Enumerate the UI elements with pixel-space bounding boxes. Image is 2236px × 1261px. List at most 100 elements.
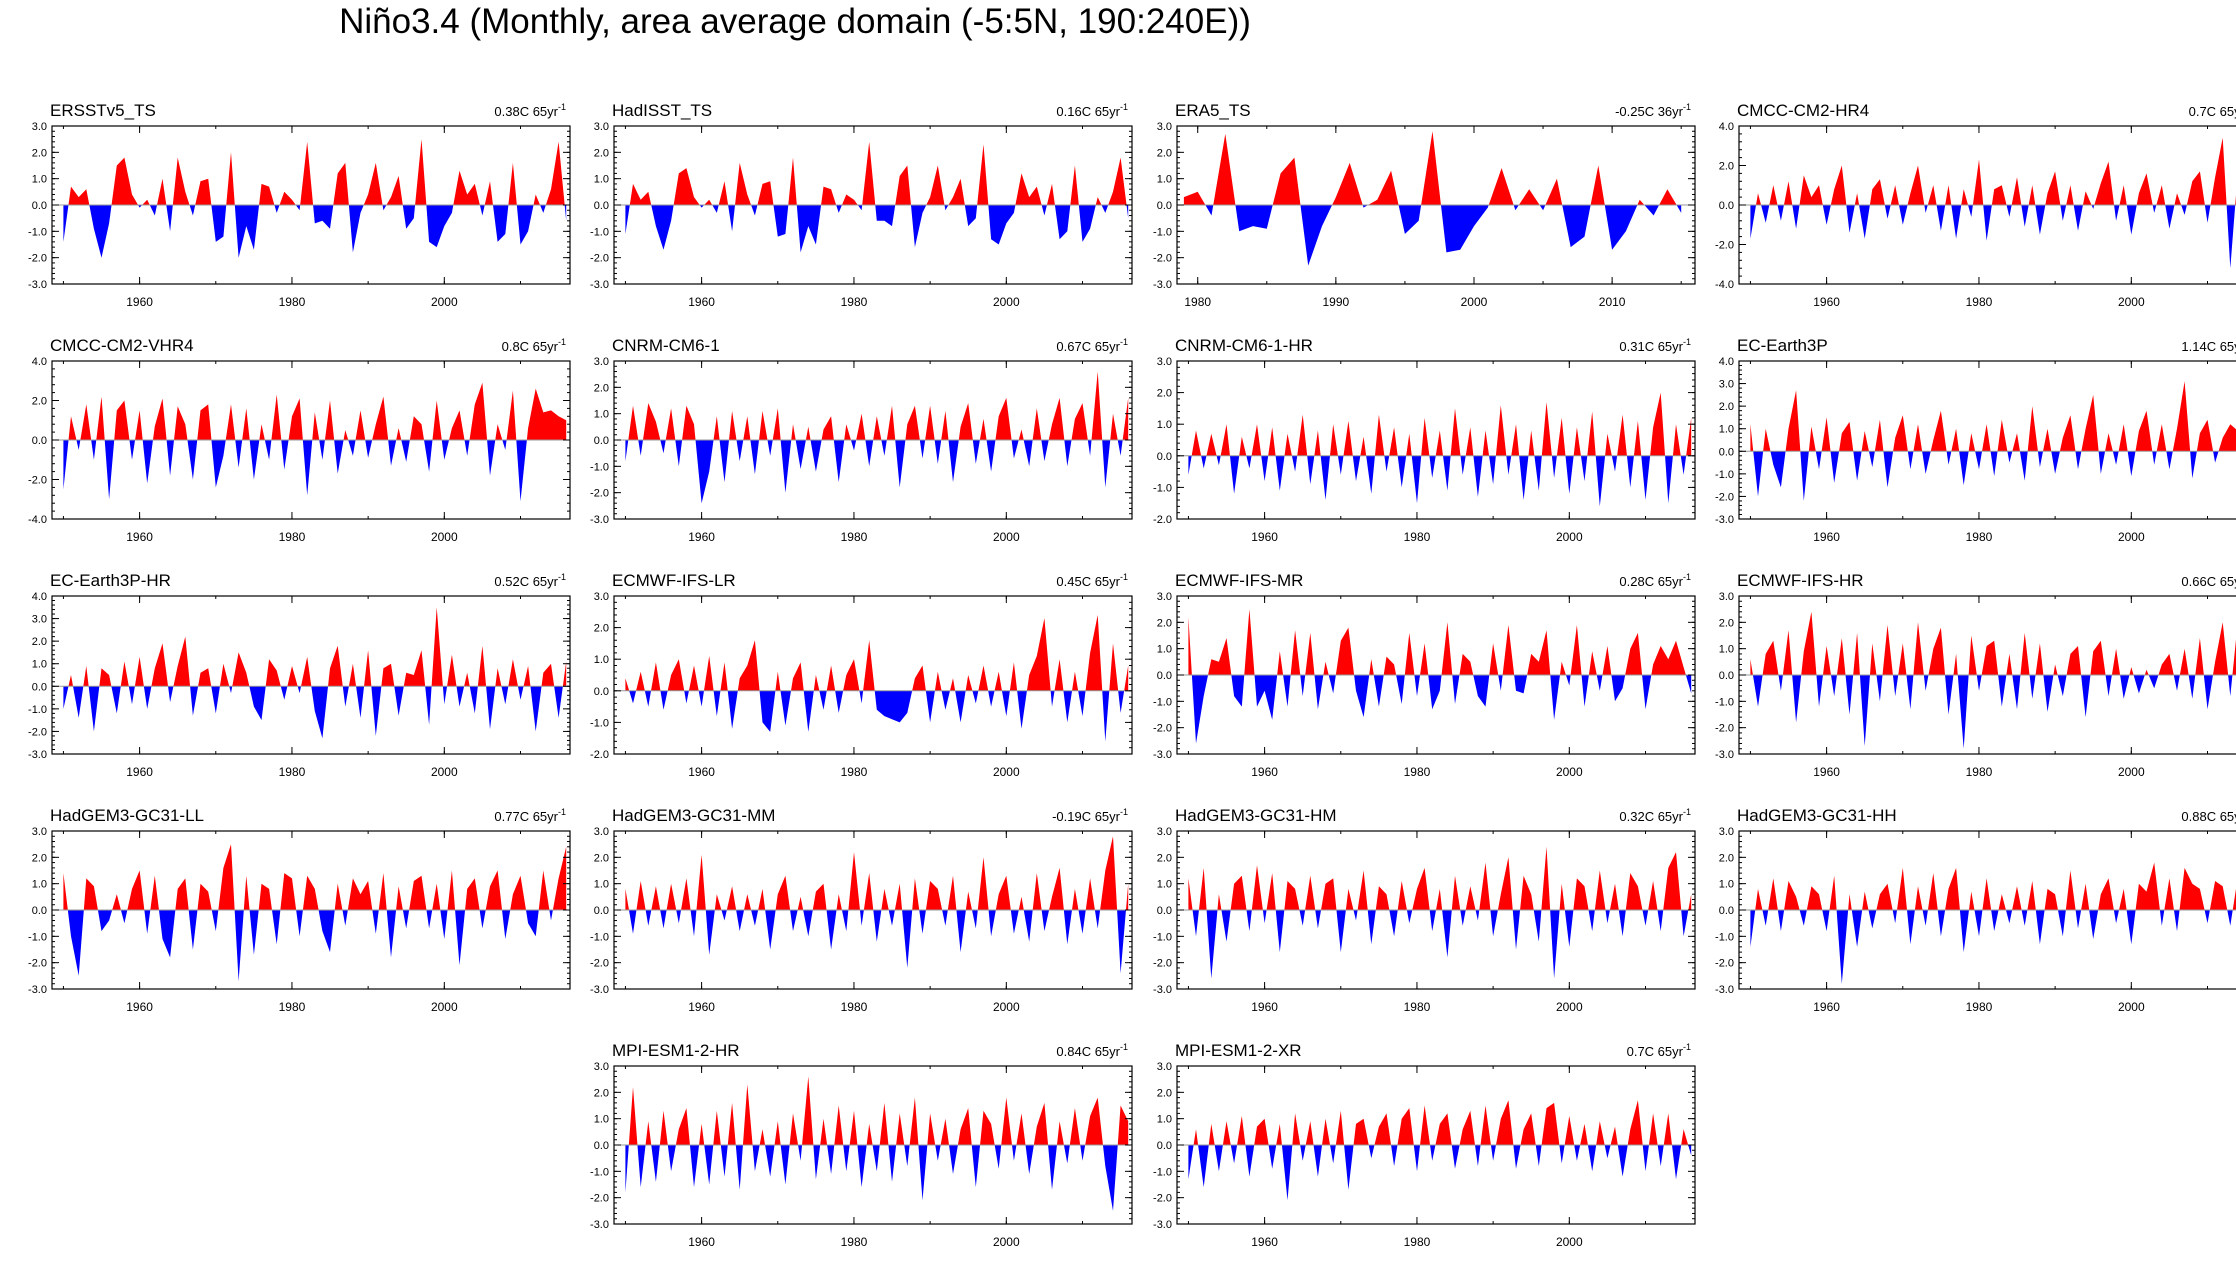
- y-tick-label: -3.0: [1153, 279, 1172, 291]
- x-tick-label: 2000: [431, 1000, 458, 1014]
- chart-panel: CNRM-CM6-1 0.67C 65yr-1 -3.0 -2.0 -1.0 0.0 1.0…: [590, 336, 1133, 544]
- panel-title: CMCC-CM2-HR4: [1737, 101, 1869, 120]
- series-negative-area: [63, 205, 567, 258]
- y-tick-label: -2.0: [1153, 253, 1172, 265]
- series-negative-area: [625, 1145, 1129, 1211]
- trend-value: 0.8C 65yr: [502, 339, 559, 354]
- series-positive-area: [63, 844, 567, 910]
- trend-value: 0.67C 65yr: [1056, 339, 1120, 354]
- trend-exponent: -1: [1120, 1042, 1128, 1052]
- y-tick-label: -2.0: [1715, 240, 1734, 252]
- chart-panel: ECMWF-IFS-LR 0.45C 65yr-1 -2.0 -1.0 0.0 1.0 2.…: [590, 571, 1133, 779]
- trend-label: 0.88C 65yr-1: [2181, 807, 2236, 824]
- x-tick-label: 1980: [279, 530, 306, 544]
- chart-panel: HadGEM3-GC31-HH 0.88C 65yr-1 -3.0 -2.0 -1.0 0…: [1715, 806, 2236, 1014]
- x-tick-label: 1980: [1966, 530, 1993, 544]
- panel-title: ECMWF-IFS-HR: [1737, 571, 1864, 590]
- y-tick-label: 0.0: [1157, 905, 1172, 917]
- series-negative-area: [1183, 205, 1682, 266]
- x-tick-label: 1960: [688, 1235, 715, 1249]
- x-tick-label: 1980: [1404, 530, 1431, 544]
- panel-title: EC-Earth3P: [1737, 336, 1828, 355]
- x-tick-label: 1960: [1813, 530, 1840, 544]
- y-tick-label: 1.0: [594, 1114, 609, 1126]
- panel-title: HadGEM3-GC31-HH: [1737, 806, 1897, 825]
- trend-label: 1.14C 65yr-1: [2181, 337, 2236, 354]
- series-negative-area: [1188, 1145, 1692, 1201]
- y-tick-label: 1.0: [32, 879, 47, 891]
- trend-label: 0.28C 65yr-1: [1619, 572, 1691, 589]
- y-tick-label: -2.0: [590, 1193, 609, 1205]
- trend-exponent: -1: [1683, 102, 1691, 112]
- x-tick-label: 2000: [1556, 765, 1583, 779]
- series-positive-area: [1188, 846, 1692, 910]
- y-tick-label: 3.0: [1157, 121, 1172, 133]
- y-tick-label: -2.0: [28, 726, 47, 738]
- y-tick-label: 3.0: [1157, 591, 1172, 603]
- y-tick-label: -2.0: [28, 958, 47, 970]
- trend-exponent: -1: [558, 572, 566, 582]
- y-tick-label: 0.0: [1719, 670, 1734, 682]
- x-tick-label: 1960: [688, 765, 715, 779]
- panel-title: ECMWF-IFS-MR: [1175, 571, 1303, 590]
- trend-value: 0.66C 65yr: [2181, 574, 2236, 589]
- y-tick-label: 0.0: [1157, 451, 1172, 463]
- y-tick-label: 1.0: [32, 659, 47, 671]
- y-tick-label: 0.0: [1157, 200, 1172, 212]
- y-tick-label: -3.0: [590, 514, 609, 526]
- x-tick-label: 2000: [2118, 295, 2145, 309]
- y-tick-label: 2.0: [594, 623, 609, 635]
- x-tick-label: 1960: [126, 295, 153, 309]
- trend-label: 0.32C 65yr-1: [1619, 807, 1691, 824]
- y-tick-label: 2.0: [594, 382, 609, 394]
- trend-label: 0.38C 65yr-1: [494, 102, 566, 119]
- y-tick-label: -1.0: [590, 461, 609, 473]
- x-tick-label: 1980: [1404, 765, 1431, 779]
- chart-panel: MPI-ESM1-2-XR 0.7C 65yr-1 -3.0 -2.0 -1.0 0.0 1…: [1153, 1041, 1696, 1249]
- y-tick-label: -1.0: [590, 226, 609, 238]
- y-tick-label: -1.0: [1153, 482, 1172, 494]
- x-tick-label: 1980: [841, 530, 868, 544]
- trend-value: 1.14C 65yr: [2181, 339, 2236, 354]
- trend-value: 0.52C 65yr: [494, 574, 558, 589]
- y-tick-label: 3.0: [594, 121, 609, 133]
- trend-exponent: -1: [558, 337, 566, 347]
- series-positive-area: [625, 836, 1129, 910]
- chart-panel: CNRM-CM6-1-HR 0.31C 65yr-1 -2.0 -1.0 0.0 1.0 2…: [1153, 336, 1696, 544]
- series-negative-area: [1750, 451, 2236, 501]
- y-tick-label: 4.0: [32, 591, 47, 603]
- trend-value: 0.7C 65yr: [2189, 104, 2236, 119]
- y-tick-label: 2.0: [32, 147, 47, 159]
- y-tick-label: -2.0: [590, 488, 609, 500]
- x-tick-label: 2000: [2118, 1000, 2145, 1014]
- x-tick-label: 1980: [1966, 765, 1993, 779]
- y-tick-label: -3.0: [1153, 984, 1172, 996]
- series-positive-area: [1183, 131, 1682, 205]
- y-tick-label: -3.0: [1715, 749, 1734, 761]
- trend-value: 0.38C 65yr: [494, 104, 558, 119]
- trend-value: 0.88C 65yr: [2181, 809, 2236, 824]
- x-tick-label: 1960: [1251, 1235, 1278, 1249]
- y-tick-label: -1.0: [28, 704, 47, 716]
- x-tick-label: 1960: [688, 295, 715, 309]
- y-tick-label: -1.0: [28, 226, 47, 238]
- y-tick-label: -2.0: [590, 958, 609, 970]
- series-positive-area: [1188, 609, 1692, 675]
- x-tick-label: 1960: [688, 530, 715, 544]
- trend-exponent: -1: [1120, 102, 1128, 112]
- x-tick-label: 1980: [841, 765, 868, 779]
- y-tick-label: -3.0: [1153, 1219, 1172, 1231]
- x-tick-label: 2010: [1599, 295, 1626, 309]
- y-tick-label: 2.0: [594, 852, 609, 864]
- y-tick-label: -1.0: [590, 931, 609, 943]
- x-tick-label: 1960: [126, 530, 153, 544]
- panel-title: HadISST_TS: [612, 101, 712, 120]
- chart-panel: HadGEM3-GC31-HM 0.32C 65yr-1 -3.0 -2.0 -1.0 0…: [1153, 806, 1696, 1014]
- y-tick-label: -4.0: [28, 514, 47, 526]
- trend-label: -0.19C 65yr-1: [1052, 807, 1128, 824]
- trend-exponent: -1: [558, 807, 566, 817]
- y-tick-label: 2.0: [32, 852, 47, 864]
- y-tick-label: 2.0: [32, 636, 47, 648]
- y-tick-label: 0.0: [32, 681, 47, 693]
